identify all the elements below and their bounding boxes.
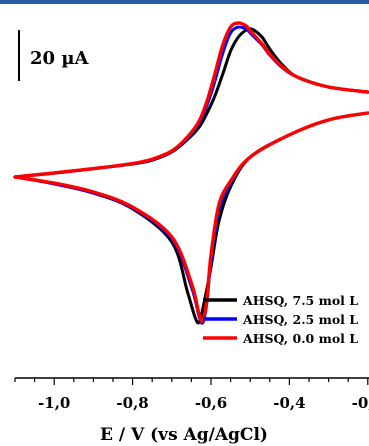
x-tick-label: -0,2 bbox=[352, 394, 369, 412]
series-3-reverse-scan bbox=[13, 111, 369, 324]
legend: AHSQ, 7.5 mol L AHSQ, 2.5 mol L AHSQ, 0.0 … bbox=[203, 293, 358, 346]
x-tick-label: -0,8 bbox=[116, 394, 148, 412]
legend-label-3: AHSQ, 0.0 mol L bbox=[242, 331, 358, 346]
series-3-forward-scan bbox=[13, 21, 369, 179]
x-axis-label: E / V (vs Ag/AgCl) bbox=[100, 425, 268, 445]
x-tick-label: -1,0 bbox=[38, 394, 70, 412]
scale-bar-label: 20 µA bbox=[30, 48, 89, 69]
legend-label-1: AHSQ, 7.5 mol L bbox=[242, 293, 358, 308]
curve-layer bbox=[13, 21, 369, 325]
x-axis: -1,0 -0,8 -0,6 -0,4 -0,2 bbox=[14, 377, 369, 412]
top-accent-bar bbox=[0, 0, 369, 4]
scale-bar: 20 µA bbox=[18, 30, 89, 81]
x-tick-label: -0,4 bbox=[273, 394, 305, 412]
series-2-reverse-scan bbox=[13, 111, 369, 325]
x-tick-label: -0,6 bbox=[195, 394, 227, 412]
legend-label-2: AHSQ, 2.5 mol L bbox=[242, 312, 358, 327]
